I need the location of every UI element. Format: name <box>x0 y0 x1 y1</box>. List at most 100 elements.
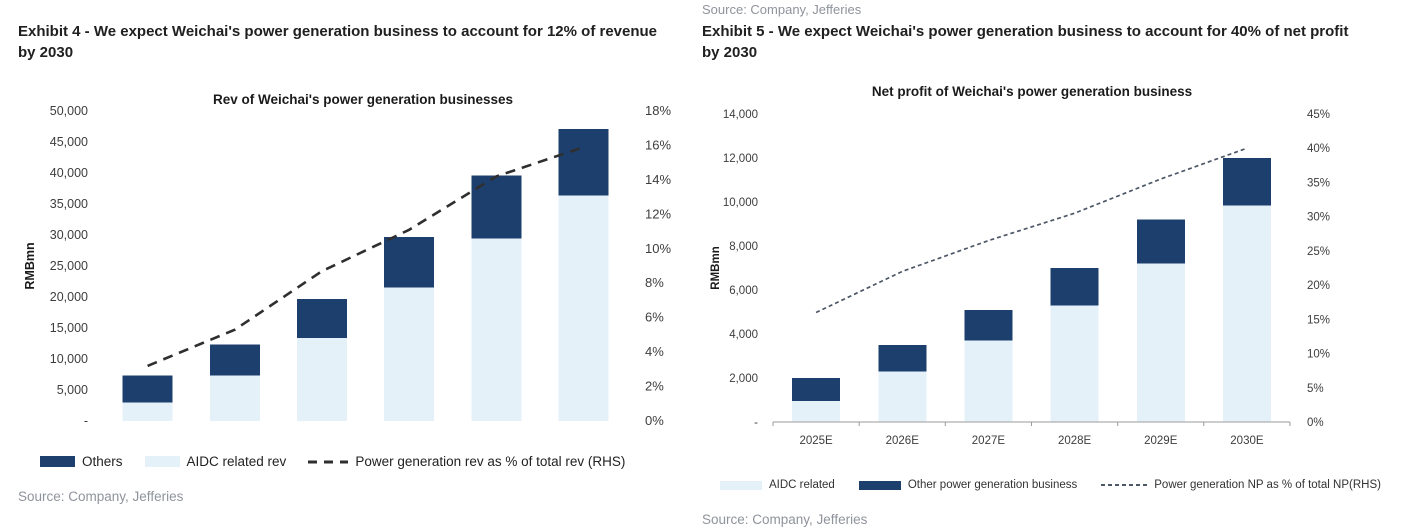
net-profit-chart-legend: AIDC related Other power generation busin… <box>720 479 1381 491</box>
y-axis-left-label: 35,000 <box>50 197 88 211</box>
y-axis-left-label: 10,000 <box>723 197 758 209</box>
bar-segment <box>964 309 1013 341</box>
legend-item: AIDC related <box>720 479 835 491</box>
y-axis-right-label: 14% <box>645 172 671 187</box>
y-axis-left-label: - <box>754 417 758 429</box>
bar-segment <box>878 371 927 422</box>
legend-label: Other power generation business <box>907 479 1078 491</box>
y-axis-right-label: 0% <box>1307 417 1324 429</box>
source-note: Source: Company, Jefferies <box>18 489 184 504</box>
y-axis-right-label: 45% <box>1307 109 1330 121</box>
x-axis <box>772 421 1291 426</box>
net-profit-chart: Net profit of Weichai's power generation… <box>710 84 1330 447</box>
y-axis-left-label: 50,000 <box>50 104 88 118</box>
chart-title: Rev of Weichai's power generation busine… <box>213 92 513 107</box>
y-axis-left-label: 12,000 <box>723 153 758 165</box>
y-axis-right-label: 18% <box>645 103 671 118</box>
y-axis-left-label: 4,000 <box>729 329 758 341</box>
y-axis-left-label: 8,000 <box>729 241 758 253</box>
y-axis-right-label: 6% <box>645 310 664 325</box>
bar-segment <box>558 195 609 421</box>
dashed-line-swatch <box>308 460 349 463</box>
bar-segment <box>1050 305 1099 422</box>
x-axis-label: 2028E <box>1058 435 1092 447</box>
y-axis-left-label: 30,000 <box>50 228 88 242</box>
y-axis-title: RMBmn <box>710 246 722 289</box>
bar-segment <box>471 238 522 421</box>
legend-item: Power generation rev as % of total rev (… <box>308 454 625 469</box>
legend-label: Others <box>82 454 123 469</box>
light-series-swatch <box>144 456 180 467</box>
revenue-chart-legend: Others AIDC related rev Power generation r… <box>40 454 625 469</box>
exhibit-5-panel: Source: Company, Jefferies Exhibit 5 - W… <box>700 0 1411 532</box>
dashed-line-swatch <box>1101 484 1148 486</box>
legend-item: Others <box>40 454 123 469</box>
y-axis-left-label: 14,000 <box>723 109 758 121</box>
y-axis-right-label: 10% <box>645 241 671 256</box>
y-axis-right-label: 5% <box>1307 383 1324 395</box>
bar-segment <box>296 337 347 421</box>
x-axis-label: 2027E <box>972 435 1006 447</box>
light-series-swatch <box>720 480 762 490</box>
exhibit-4-panel: Exhibit 4 - We expect Weichai's power ge… <box>0 0 700 532</box>
y-axis-left-label: 10,000 <box>50 352 88 366</box>
y-axis-title: RMBmn <box>23 242 37 289</box>
dark-series-swatch <box>858 480 901 490</box>
y-axis-left-label: 40,000 <box>50 166 88 180</box>
bar-segment <box>122 375 173 403</box>
legend-label: Power generation rev as % of total rev (… <box>355 454 626 469</box>
y-axis-right-label: 30% <box>1307 212 1330 224</box>
bar-segment <box>964 340 1013 422</box>
x-axis-label: 2030E <box>1230 435 1264 447</box>
bar-segment <box>1050 268 1099 306</box>
y-axis-left-label: - <box>84 414 88 428</box>
legend-label: Power generation NP as % of total NP(RHS… <box>1154 479 1381 491</box>
y-axis-right-label: 20% <box>1307 280 1330 292</box>
y-axis-left-label: 5,000 <box>57 383 88 397</box>
y-axis-right-label: 2% <box>645 379 664 394</box>
exhibit-5-title: Exhibit 5 - We expect Weichai's power ge… <box>702 23 1349 61</box>
bar-segment <box>1136 219 1185 264</box>
y-axis-left-label: 6,000 <box>729 285 758 297</box>
y-axis-left-label: 2,000 <box>729 373 758 385</box>
bar-segment <box>209 375 260 421</box>
y-axis-left-label: 20,000 <box>50 290 88 304</box>
bar-segment <box>1222 158 1271 206</box>
y-axis-right-label: 15% <box>1307 314 1330 326</box>
y-axis-right-label: 8% <box>645 275 664 290</box>
bar-segment <box>792 378 841 402</box>
legend-item: AIDC related rev <box>144 454 286 469</box>
y-axis-right-label: 10% <box>1307 349 1330 361</box>
bar-segment <box>558 129 609 196</box>
legend-label: AIDC related <box>769 479 835 491</box>
bar-segment <box>209 344 260 376</box>
revenue-chart: Rev of Weichai's power generation busine… <box>23 92 671 428</box>
trend-line <box>147 145 584 368</box>
y-axis-right-label: 16% <box>645 137 671 152</box>
y-axis-left-label: 45,000 <box>50 135 88 149</box>
y-axis-right-label: 25% <box>1307 246 1330 258</box>
bar-segment <box>296 298 347 338</box>
trend-line <box>815 147 1248 314</box>
y-axis-right-label: 35% <box>1307 177 1330 189</box>
bar-segment <box>1222 205 1271 422</box>
y-axis-left-label: 25,000 <box>50 259 88 273</box>
y-axis-right-label: 40% <box>1307 143 1330 155</box>
bar-segment <box>878 345 927 372</box>
bar-segment <box>1136 263 1185 422</box>
source-note: Source: Company, Jefferies <box>702 512 868 527</box>
exhibit-4-title: Exhibit 4 - We expect Weichai's power ge… <box>18 23 658 61</box>
bar-segment <box>471 175 522 239</box>
bar-segment <box>384 287 435 421</box>
bar-segment <box>792 401 841 422</box>
legend-item: Other power generation business <box>858 479 1078 491</box>
dark-series-swatch <box>40 456 75 467</box>
x-axis-label: 2025E <box>799 435 833 447</box>
y-axis-right-label: 0% <box>645 413 664 428</box>
y-axis-right-label: 4% <box>645 344 664 359</box>
y-axis-right-label: 12% <box>645 206 671 221</box>
legend-item: Power generation NP as % of total NP(RHS… <box>1101 479 1381 491</box>
previous-exhibit-source-note: Source: Company, Jefferies <box>702 2 862 17</box>
x-axis-label: 2026E <box>886 435 920 447</box>
